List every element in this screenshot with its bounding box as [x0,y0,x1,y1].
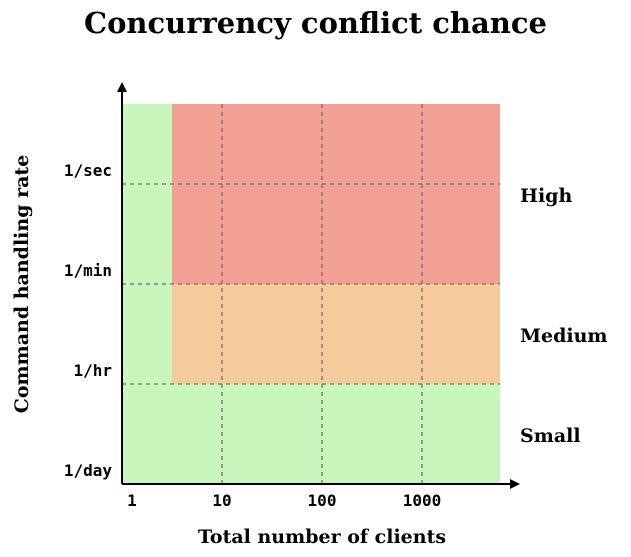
x-tick-label-100: 100 [308,491,337,510]
y-tick-label-1-per-min: 1/min [64,261,112,280]
y-tick-label-1-per-sec: 1/sec [64,161,112,180]
zone-high [172,104,500,284]
zone-label-high: High [520,185,572,207]
zone-medium [172,284,500,384]
y-axis-label: Command handling rate [11,155,33,414]
zone-small-low-rate [172,384,500,484]
x-tick-label-10: 10 [212,491,231,510]
x-axis-arrow [510,479,520,489]
zone-label-medium: Medium [520,325,608,347]
zone-label-small: Small [520,425,581,447]
zone-small-single-client [122,104,172,484]
y-axis-arrow [117,82,127,92]
y-tick-label-1-per-hr: 1/hr [73,361,112,380]
chart-title: Concurrency conflict chance [83,6,547,40]
x-tick-label-1: 1 [127,491,137,510]
y-tick-label-1-per-day: 1/day [64,461,113,480]
x-axis-label: Total number of clients [198,526,446,548]
x-tick-label-1000: 1000 [403,491,442,510]
